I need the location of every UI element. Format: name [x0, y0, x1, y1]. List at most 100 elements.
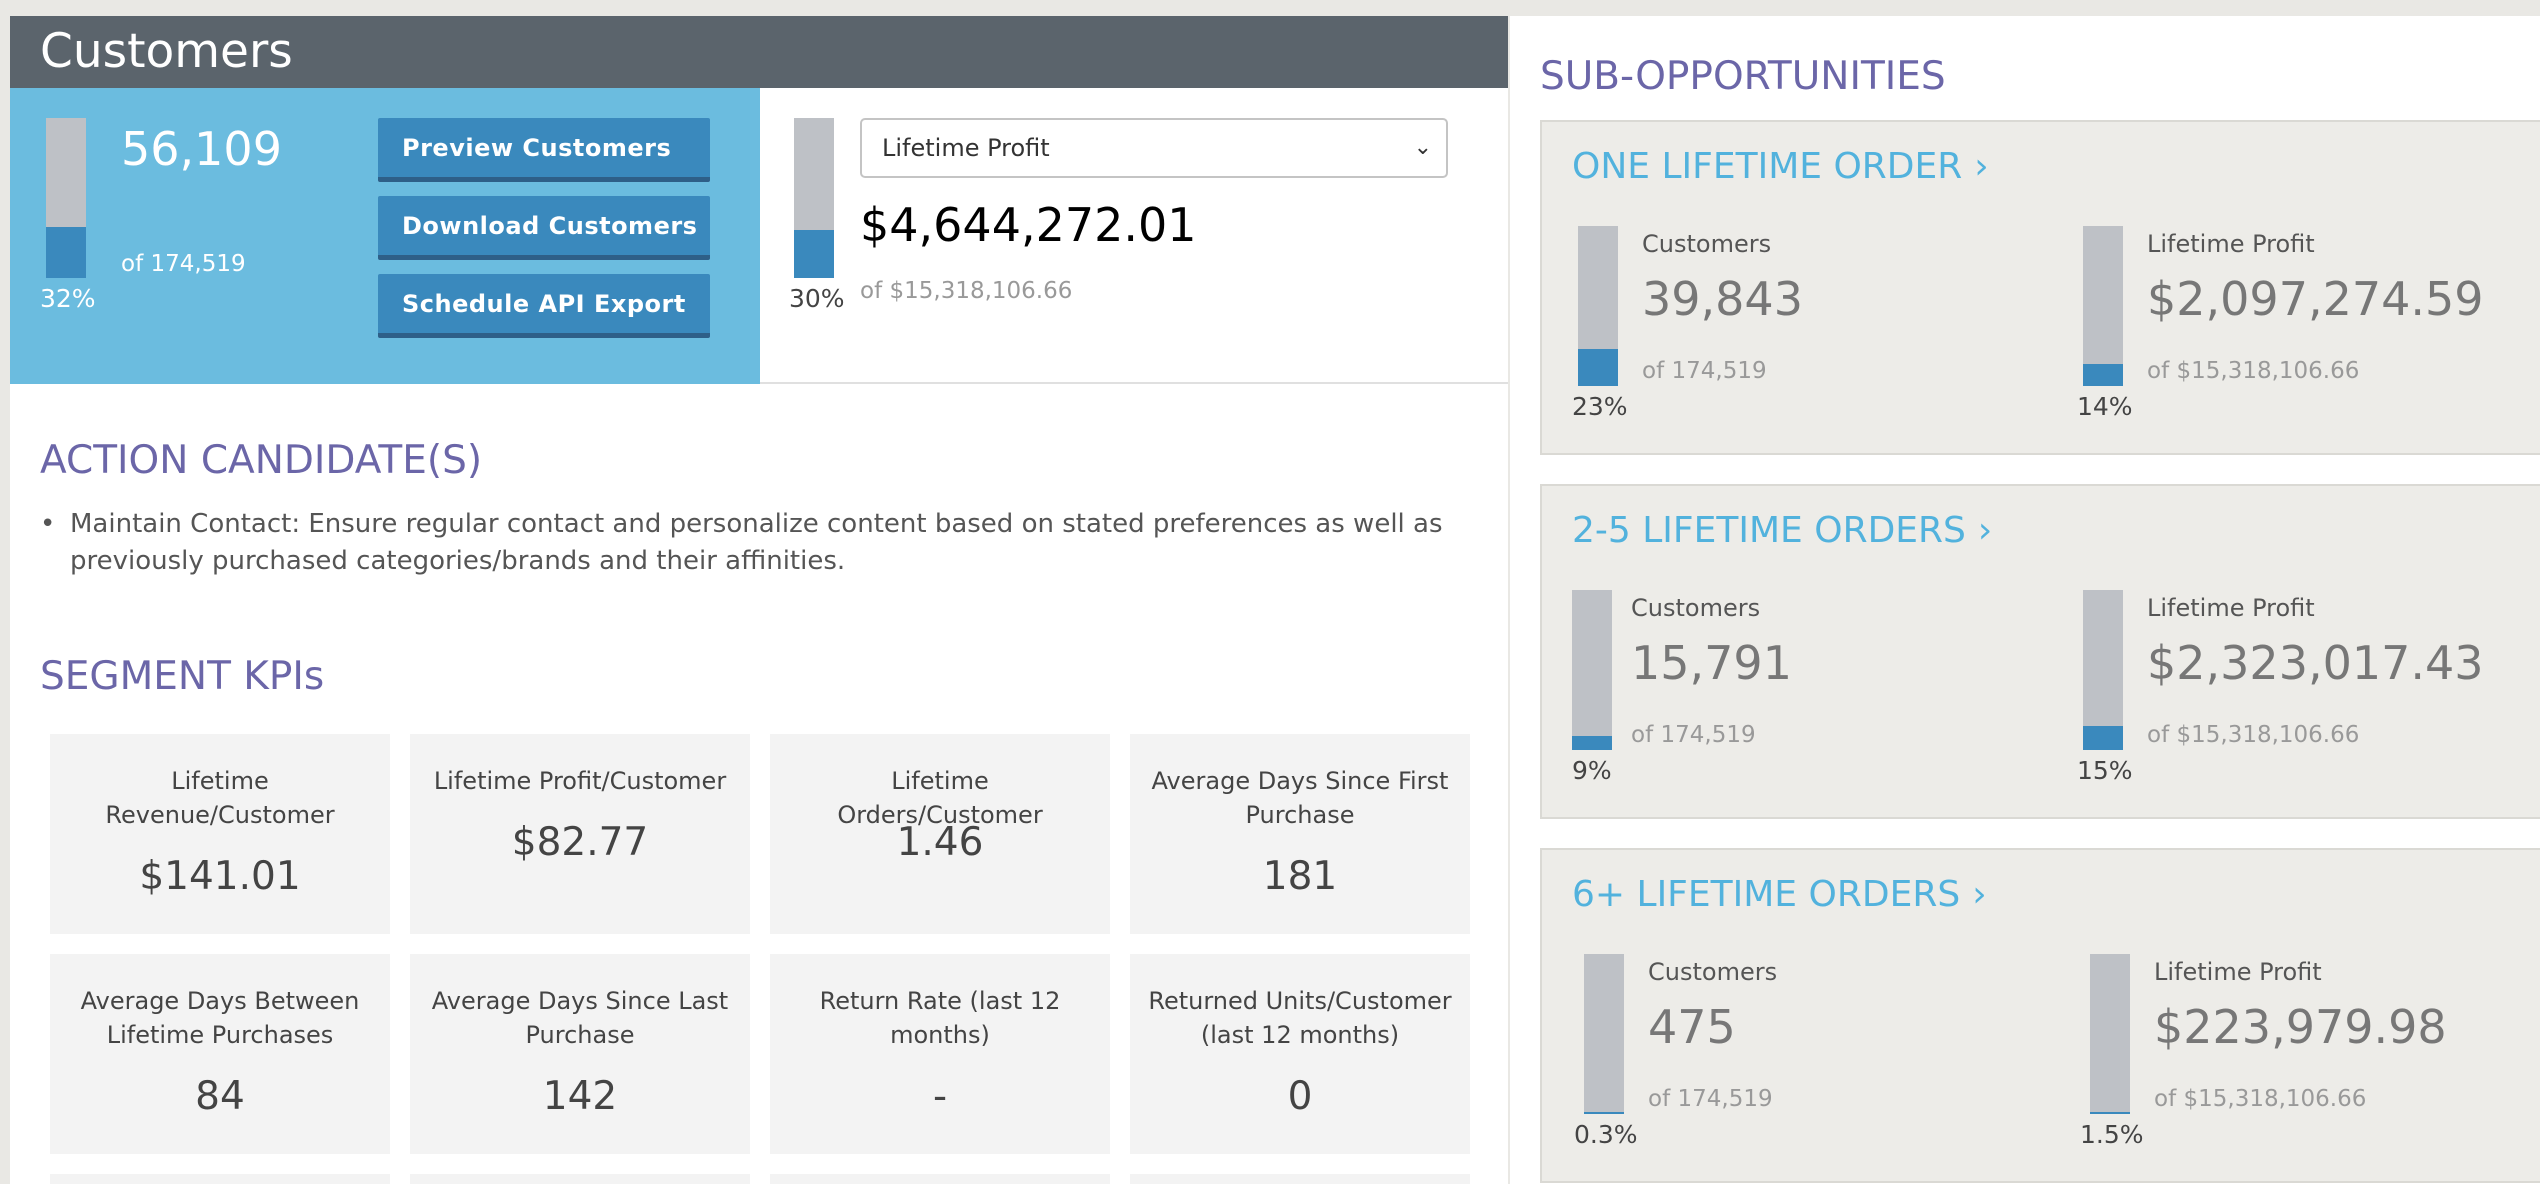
customers-value: 39,843: [1642, 272, 1803, 326]
kpi-card: [410, 1174, 750, 1184]
customer-count: 56,109: [121, 122, 282, 176]
kpi-card: Lifetime Revenue/Customer $141.01: [50, 734, 390, 934]
chevron-right-icon: ›: [1972, 874, 1987, 915]
customers-value: 475: [1648, 1000, 1736, 1054]
kpi-value: 181: [1262, 854, 1338, 899]
customers-label: Customers: [1648, 958, 1778, 986]
summary-row: 32% 56,109 of 174,519 Preview Customers …: [10, 88, 1508, 384]
kpi-card: Average Days Between Lifetime Purchases …: [50, 954, 390, 1154]
customers-total: of 174,519: [1648, 1086, 1773, 1112]
profit-label: Lifetime Profit: [2154, 958, 2322, 986]
customers-value: 15,791: [1631, 636, 1792, 690]
sub-opportunities-title: SUB-OPPORTUNITIES: [1540, 54, 1946, 99]
customers-share-pct: 23%: [1572, 392, 1628, 421]
kpi-card: Average Days Since First Purchase 181: [1130, 734, 1470, 934]
download-customers-button[interactable]: Download Customers: [378, 196, 710, 260]
kpi-card: [50, 1174, 390, 1184]
sub-opportunity-link[interactable]: 2-5 LIFETIME ORDERS ›: [1572, 510, 1992, 551]
segment-kpis-title: SEGMENT KPIs: [40, 654, 325, 699]
customers-panel: Customers 32% 56,109 of 174,519 Preview …: [10, 16, 1508, 1184]
kpi-value: $141.01: [139, 854, 301, 899]
action-candidate-item: Maintain Contact: Ensure regular contact…: [70, 509, 1443, 576]
profit-share-fill: [2083, 726, 2123, 750]
kpi-card: Lifetime Orders/Customer 1.46: [770, 734, 1110, 934]
customers-share-fill: [1578, 349, 1618, 386]
kpi-label: Average Days Since First Purchase: [1151, 767, 1449, 829]
kpi-card: Returned Units/Customer (last 12 months)…: [1130, 954, 1470, 1154]
customers-share-bar: [1572, 590, 1612, 750]
metric-value: $4,644,272.01: [860, 198, 1197, 252]
metric-select[interactable]: Lifetime Profit ⌄: [860, 118, 1448, 178]
customer-share-bar: [46, 118, 86, 278]
profit-share-pct: 14%: [2077, 392, 2133, 421]
profit-share-pct: 1.5%: [2080, 1120, 2144, 1149]
chevron-right-icon: ›: [1974, 146, 1989, 187]
profit-share-fill: [2090, 1111, 2130, 1114]
kpi-value: $82.77: [511, 820, 649, 865]
metric-select-value: Lifetime Profit: [882, 134, 1050, 162]
preview-customers-button[interactable]: Preview Customers: [378, 118, 710, 182]
customers-share-pct: 9%: [1572, 756, 1612, 785]
customers-share-fill: [1584, 1111, 1624, 1114]
metric-total: of $15,318,106.66: [860, 278, 1073, 304]
profit-share-bar: [794, 118, 834, 278]
kpi-card: [1130, 1174, 1470, 1184]
customer-share-pct: 32%: [40, 284, 96, 313]
customer-share-fill: [46, 226, 86, 278]
profit-share-pct: 30%: [789, 284, 845, 313]
kpi-card: Average Days Since Last Purchase 142: [410, 954, 750, 1154]
customers-share-bar: [1578, 226, 1618, 386]
kpi-card: [770, 1174, 1110, 1184]
kpi-value: 84: [195, 1074, 245, 1119]
sub-opportunity-card: 2-5 LIFETIME ORDERS › 9% Customers 15,791…: [1540, 484, 2540, 819]
customer-summary-box: 32% 56,109 of 174,519 Preview Customers …: [10, 88, 760, 384]
kpi-value: -: [932, 1074, 948, 1119]
sub-opportunity-card: 6+ LIFETIME ORDERS › 0.3% Customers 475 o…: [1540, 848, 2540, 1183]
kpi-label: Return Rate (last 12 months): [819, 987, 1061, 1049]
customers-share-bar: [1584, 954, 1624, 1114]
chevron-down-icon: ⌄: [1413, 135, 1432, 160]
customers-label: Customers: [1631, 594, 1761, 622]
profit-label: Lifetime Profit: [2147, 594, 2315, 622]
kpi-label: Average Days Since Last Purchase: [431, 987, 729, 1049]
action-candidates-title: ACTION CANDIDATE(S): [40, 438, 483, 483]
schedule-api-export-button[interactable]: Schedule API Export: [378, 274, 710, 338]
sub-opportunity-title: 6+ LIFETIME ORDERS: [1572, 874, 1961, 915]
profit-share-fill: [2083, 363, 2123, 386]
kpi-value: 0: [1287, 1074, 1313, 1119]
profit-share-bar: [2090, 954, 2130, 1114]
sub-opportunities-panel: SUB-OPPORTUNITIES ONE LIFETIME ORDER › 23…: [1510, 16, 2540, 1184]
customer-total: of 174,519: [121, 251, 246, 277]
bullet-icon: •: [40, 509, 56, 539]
kpi-value: 142: [542, 1074, 618, 1119]
customers-share-pct: 0.3%: [1574, 1120, 1638, 1149]
customers-total: of 174,519: [1642, 358, 1767, 384]
kpi-label: Lifetime Profit/Customer: [433, 767, 727, 795]
profit-total: of $15,318,106.66: [2147, 358, 2360, 384]
profit-total: of $15,318,106.66: [2154, 1086, 2367, 1112]
sub-opportunity-title: 2-5 LIFETIME ORDERS: [1572, 510, 1966, 551]
profit-share-pct: 15%: [2077, 756, 2133, 785]
customers-label: Customers: [1642, 230, 1772, 258]
profit-total: of $15,318,106.66: [2147, 722, 2360, 748]
profit-value: $2,323,017.43: [2147, 636, 2484, 690]
kpi-card: Return Rate (last 12 months) -: [770, 954, 1110, 1154]
profit-share-fill: [794, 230, 834, 278]
profit-label: Lifetime Profit: [2147, 230, 2315, 258]
profit-share-bar: [2083, 226, 2123, 386]
profit-value: $2,097,274.59: [2147, 272, 2484, 326]
sub-opportunity-card: ONE LIFETIME ORDER › 23% Customers 39,843…: [1540, 120, 2540, 455]
page-title: Customers: [10, 16, 1508, 88]
kpi-label: Average Days Between Lifetime Purchases: [80, 987, 360, 1049]
sub-opportunity-title: ONE LIFETIME ORDER: [1572, 146, 1963, 187]
kpi-label: Returned Units/Customer (last 12 months): [1148, 987, 1452, 1049]
kpi-card: Lifetime Profit/Customer $82.77: [410, 734, 750, 934]
chevron-right-icon: ›: [1977, 510, 1993, 551]
profit-value: $223,979.98: [2154, 1000, 2447, 1054]
sub-opportunity-link[interactable]: 6+ LIFETIME ORDERS ›: [1572, 874, 1987, 915]
customers-share-fill: [1572, 735, 1612, 750]
kpi-label: Lifetime Orders/Customer: [837, 767, 1043, 829]
profit-share-bar: [2083, 590, 2123, 750]
sub-opportunity-link[interactable]: ONE LIFETIME ORDER ›: [1572, 146, 1989, 187]
kpi-label: Lifetime Revenue/Customer: [105, 767, 335, 829]
